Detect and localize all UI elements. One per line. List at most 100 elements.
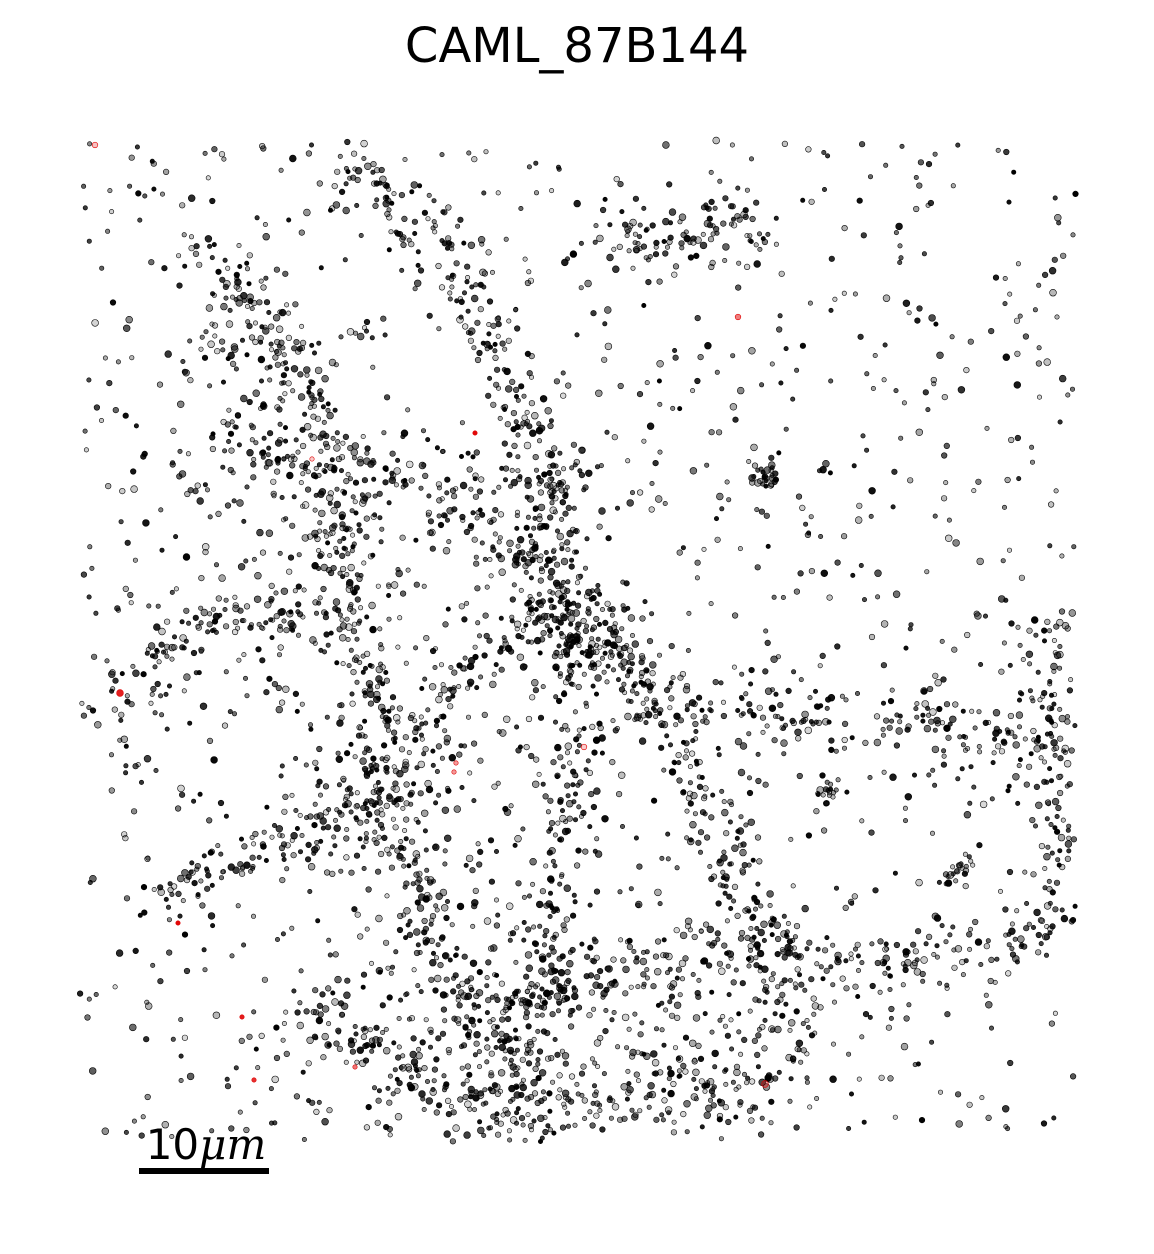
point <box>803 521 809 527</box>
point <box>290 831 298 840</box>
point <box>514 325 521 332</box>
point <box>282 685 290 693</box>
point <box>559 808 565 814</box>
point <box>196 261 203 268</box>
point <box>502 406 508 412</box>
point <box>441 806 450 814</box>
point <box>637 1031 644 1038</box>
point <box>549 978 557 985</box>
point <box>590 803 598 811</box>
point <box>331 183 338 190</box>
point <box>674 975 680 981</box>
point <box>599 206 607 214</box>
point <box>427 518 435 525</box>
point <box>492 354 499 362</box>
point <box>344 616 350 622</box>
point <box>657 710 663 716</box>
point <box>384 722 391 729</box>
point <box>604 429 610 435</box>
point <box>337 153 343 159</box>
point <box>776 450 782 456</box>
point <box>326 1107 333 1114</box>
point <box>417 949 423 955</box>
point <box>589 723 596 731</box>
point <box>470 510 476 516</box>
point <box>277 608 285 616</box>
point <box>957 386 966 394</box>
point <box>1070 836 1077 843</box>
point <box>667 742 673 748</box>
point <box>293 437 299 443</box>
point <box>1014 959 1020 965</box>
point <box>205 872 212 879</box>
point <box>207 849 214 856</box>
point <box>951 947 957 953</box>
point <box>268 1086 274 1092</box>
point <box>703 834 711 841</box>
point <box>592 239 598 245</box>
point <box>443 976 450 983</box>
point <box>680 1062 687 1069</box>
point <box>899 143 905 149</box>
point <box>219 338 226 345</box>
point <box>417 760 425 769</box>
point <box>897 243 903 249</box>
point <box>728 221 734 227</box>
point <box>931 381 937 387</box>
point <box>367 700 375 707</box>
point <box>754 479 762 487</box>
point <box>493 897 499 903</box>
point <box>760 481 766 487</box>
point <box>963 367 970 374</box>
point <box>82 428 88 434</box>
point <box>437 521 445 529</box>
point <box>529 639 535 645</box>
point <box>775 714 781 720</box>
point <box>622 690 628 696</box>
point <box>277 626 284 633</box>
point <box>300 471 306 477</box>
point <box>562 510 569 517</box>
point <box>644 696 650 702</box>
point <box>176 282 183 289</box>
point <box>738 929 746 937</box>
point <box>943 724 951 732</box>
point <box>200 608 209 617</box>
point <box>497 1069 506 1077</box>
point <box>332 201 341 209</box>
point <box>616 243 623 250</box>
point <box>608 1115 614 1121</box>
point <box>782 722 788 728</box>
point <box>570 681 576 687</box>
point <box>534 949 540 955</box>
point <box>313 465 319 471</box>
point <box>284 842 291 849</box>
point <box>389 475 395 481</box>
point <box>502 1056 508 1062</box>
point <box>696 783 704 791</box>
point <box>421 1064 428 1072</box>
point <box>757 928 765 937</box>
point <box>425 437 431 443</box>
point <box>364 445 371 452</box>
point <box>554 743 562 752</box>
point <box>455 994 461 1000</box>
point <box>376 1088 382 1094</box>
point <box>424 779 432 788</box>
point <box>1050 662 1058 671</box>
point <box>649 480 655 486</box>
point <box>313 1035 319 1041</box>
point <box>339 552 346 560</box>
point <box>618 937 624 943</box>
point <box>995 147 1001 153</box>
point <box>527 984 533 990</box>
point <box>720 854 728 862</box>
point <box>1033 823 1039 829</box>
point <box>295 449 301 455</box>
point <box>325 407 331 413</box>
point <box>298 968 304 974</box>
point <box>1054 214 1062 222</box>
point <box>716 960 724 967</box>
point <box>293 755 299 761</box>
point <box>463 528 471 536</box>
